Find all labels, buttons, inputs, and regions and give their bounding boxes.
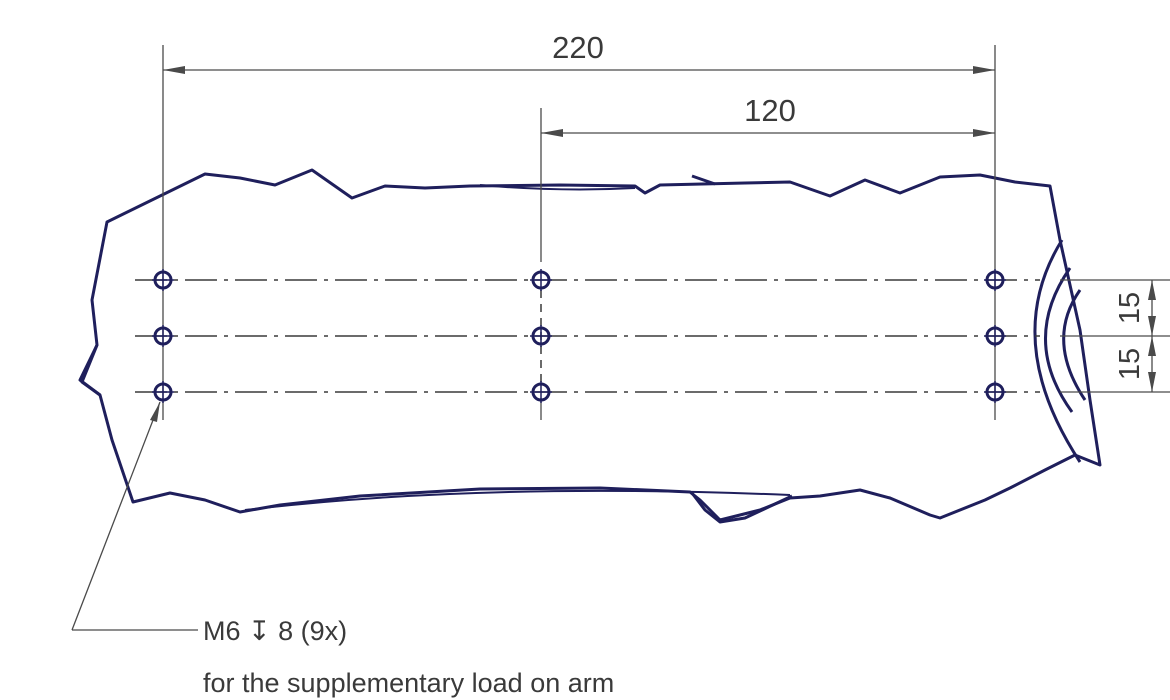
- part-outline-bottom-edge: [244, 489, 791, 511]
- end-arc-outer: [1033, 239, 1082, 463]
- arrow-15-lower-top: [1148, 336, 1156, 356]
- arrow-15-upper-top: [1148, 280, 1156, 300]
- arrow-15-lower-bottom: [1148, 372, 1156, 392]
- arrow-120-left: [541, 129, 563, 137]
- dimension-label-220: 220: [552, 30, 604, 65]
- dimension-label-120: 120: [744, 93, 796, 128]
- callout-leader: [71, 401, 198, 631]
- hole-r2-c1: [152, 325, 174, 347]
- part-outline-left-notch: [80, 344, 101, 397]
- hole-r3-c1: [152, 381, 174, 403]
- hole-r1-c3: [984, 269, 1006, 291]
- arrow-220-left: [163, 66, 185, 74]
- callout-thread-spec: M6 ↧ 8 (9x): [203, 616, 347, 646]
- hole-r2-c2: [530, 325, 552, 347]
- hole-r3-c2: [530, 381, 552, 403]
- part-outline-top-notch: [691, 174, 716, 186]
- hole-pattern: [152, 269, 1006, 403]
- end-arc-middle: [1044, 267, 1074, 413]
- arrow-15-upper-bottom: [1148, 316, 1156, 336]
- part-outline-bottom-notch: [690, 492, 793, 524]
- leader-arrow: [150, 402, 160, 422]
- hole-r3-c3: [984, 381, 1006, 403]
- dimension-lines: [163, 66, 1156, 392]
- part-outline-body: [78, 168, 1102, 522]
- arrow-120-right: [973, 129, 995, 137]
- hole-r2-c3: [984, 325, 1006, 347]
- leader-diagonal: [71, 401, 161, 631]
- dimension-label-15-upper: 15: [1114, 292, 1146, 324]
- hole-r1-c1: [152, 269, 174, 291]
- arrow-220-right: [973, 66, 995, 74]
- callout-description: for the supplementary load on arm: [203, 668, 614, 698]
- part-outline-top-edge: [479, 184, 636, 191]
- part-outline: [78, 168, 1102, 524]
- center-lines: [135, 279, 1040, 393]
- hole-r1-c2: [530, 269, 552, 291]
- end-arc-inner: [1062, 289, 1087, 401]
- dimension-label-15-lower: 15: [1114, 348, 1146, 380]
- extension-lines: [162, 45, 1170, 420]
